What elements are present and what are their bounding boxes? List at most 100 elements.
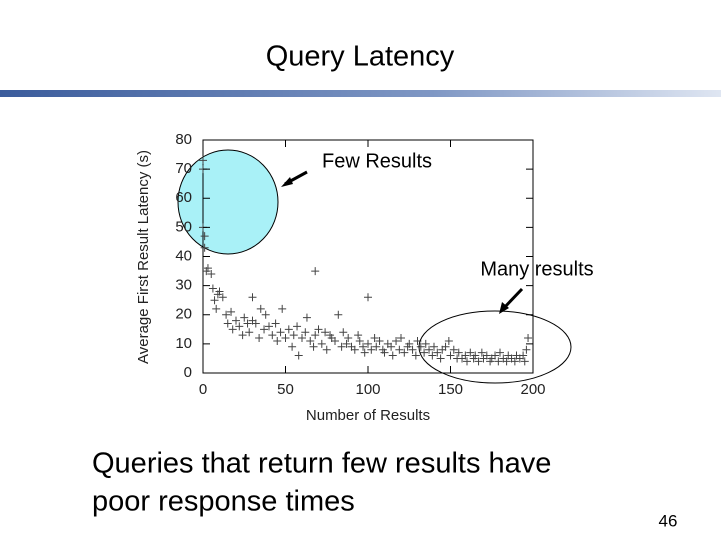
point bbox=[428, 351, 437, 360]
point bbox=[477, 348, 486, 357]
point bbox=[370, 334, 379, 343]
point bbox=[524, 334, 533, 343]
point bbox=[350, 345, 359, 354]
point bbox=[471, 351, 480, 360]
point bbox=[256, 304, 265, 313]
point bbox=[255, 334, 264, 343]
point bbox=[298, 334, 306, 343]
page-number: 46 bbox=[659, 511, 678, 530]
point bbox=[388, 351, 397, 360]
point bbox=[474, 357, 483, 366]
slide-title: Query Latency bbox=[266, 41, 455, 73]
point bbox=[222, 310, 231, 319]
point bbox=[364, 293, 372, 302]
annotation: Few Results bbox=[322, 150, 432, 172]
point bbox=[367, 345, 376, 354]
point bbox=[421, 339, 430, 348]
point bbox=[400, 348, 409, 357]
point bbox=[494, 357, 503, 366]
point bbox=[223, 319, 232, 328]
point bbox=[232, 316, 240, 325]
point bbox=[339, 328, 348, 337]
point bbox=[387, 342, 396, 351]
point bbox=[268, 331, 277, 340]
point bbox=[449, 345, 458, 354]
x-axis-label: Number of Results bbox=[306, 407, 430, 424]
point bbox=[482, 351, 491, 360]
point bbox=[284, 325, 293, 334]
point bbox=[200, 243, 209, 252]
point bbox=[420, 348, 429, 357]
point bbox=[433, 348, 442, 357]
point bbox=[334, 310, 343, 319]
point bbox=[520, 357, 529, 366]
point bbox=[215, 287, 224, 296]
point bbox=[210, 296, 219, 305]
point bbox=[243, 319, 252, 328]
point bbox=[240, 313, 249, 322]
point bbox=[342, 339, 351, 348]
point bbox=[311, 331, 320, 340]
point bbox=[301, 328, 310, 337]
caption-line: Queries that return few results have bbox=[92, 448, 551, 480]
point bbox=[359, 342, 368, 351]
title-rule bbox=[0, 90, 721, 97]
point bbox=[405, 339, 414, 348]
x-tick-label: 100 bbox=[355, 381, 380, 398]
x-tick-label: 200 bbox=[520, 381, 545, 398]
y-tick-label: 60 bbox=[175, 189, 192, 206]
point bbox=[461, 351, 470, 360]
point bbox=[416, 342, 425, 351]
point bbox=[360, 348, 369, 357]
point bbox=[281, 334, 290, 343]
point bbox=[314, 325, 323, 334]
point bbox=[302, 313, 311, 322]
point bbox=[425, 345, 434, 354]
point bbox=[364, 339, 372, 348]
highlight-few bbox=[177, 149, 279, 255]
point bbox=[444, 336, 453, 345]
point bbox=[228, 325, 237, 334]
point bbox=[238, 331, 247, 340]
point bbox=[375, 336, 384, 345]
point bbox=[265, 322, 273, 331]
point bbox=[446, 351, 455, 360]
point bbox=[454, 348, 463, 357]
point bbox=[271, 319, 280, 328]
highlight-many bbox=[418, 310, 572, 384]
point bbox=[294, 351, 303, 360]
point bbox=[411, 351, 420, 360]
point bbox=[344, 334, 353, 343]
point bbox=[207, 269, 216, 278]
point bbox=[227, 307, 236, 316]
point bbox=[317, 339, 326, 348]
point bbox=[372, 342, 381, 351]
point bbox=[212, 304, 221, 313]
point bbox=[337, 342, 346, 351]
point bbox=[322, 345, 331, 354]
y-tick-label: 70 bbox=[175, 160, 192, 177]
caption-line: poor response times bbox=[92, 486, 355, 518]
point bbox=[288, 342, 297, 351]
y-axis-label: Average First Result Latency (s) bbox=[135, 150, 152, 364]
point bbox=[436, 354, 445, 363]
point bbox=[208, 284, 217, 293]
point bbox=[392, 336, 401, 345]
point bbox=[355, 336, 364, 345]
x-tick-label: 0 bbox=[199, 381, 207, 398]
point bbox=[491, 351, 500, 360]
point bbox=[200, 232, 209, 241]
point bbox=[397, 334, 405, 343]
point bbox=[466, 348, 475, 357]
point bbox=[380, 348, 389, 357]
point bbox=[354, 331, 363, 340]
point bbox=[245, 328, 254, 337]
point bbox=[278, 304, 287, 313]
point bbox=[199, 156, 207, 165]
y-tick-label: 20 bbox=[175, 306, 192, 323]
point bbox=[408, 345, 417, 354]
point bbox=[463, 357, 471, 366]
point bbox=[276, 328, 285, 337]
point bbox=[306, 336, 315, 345]
